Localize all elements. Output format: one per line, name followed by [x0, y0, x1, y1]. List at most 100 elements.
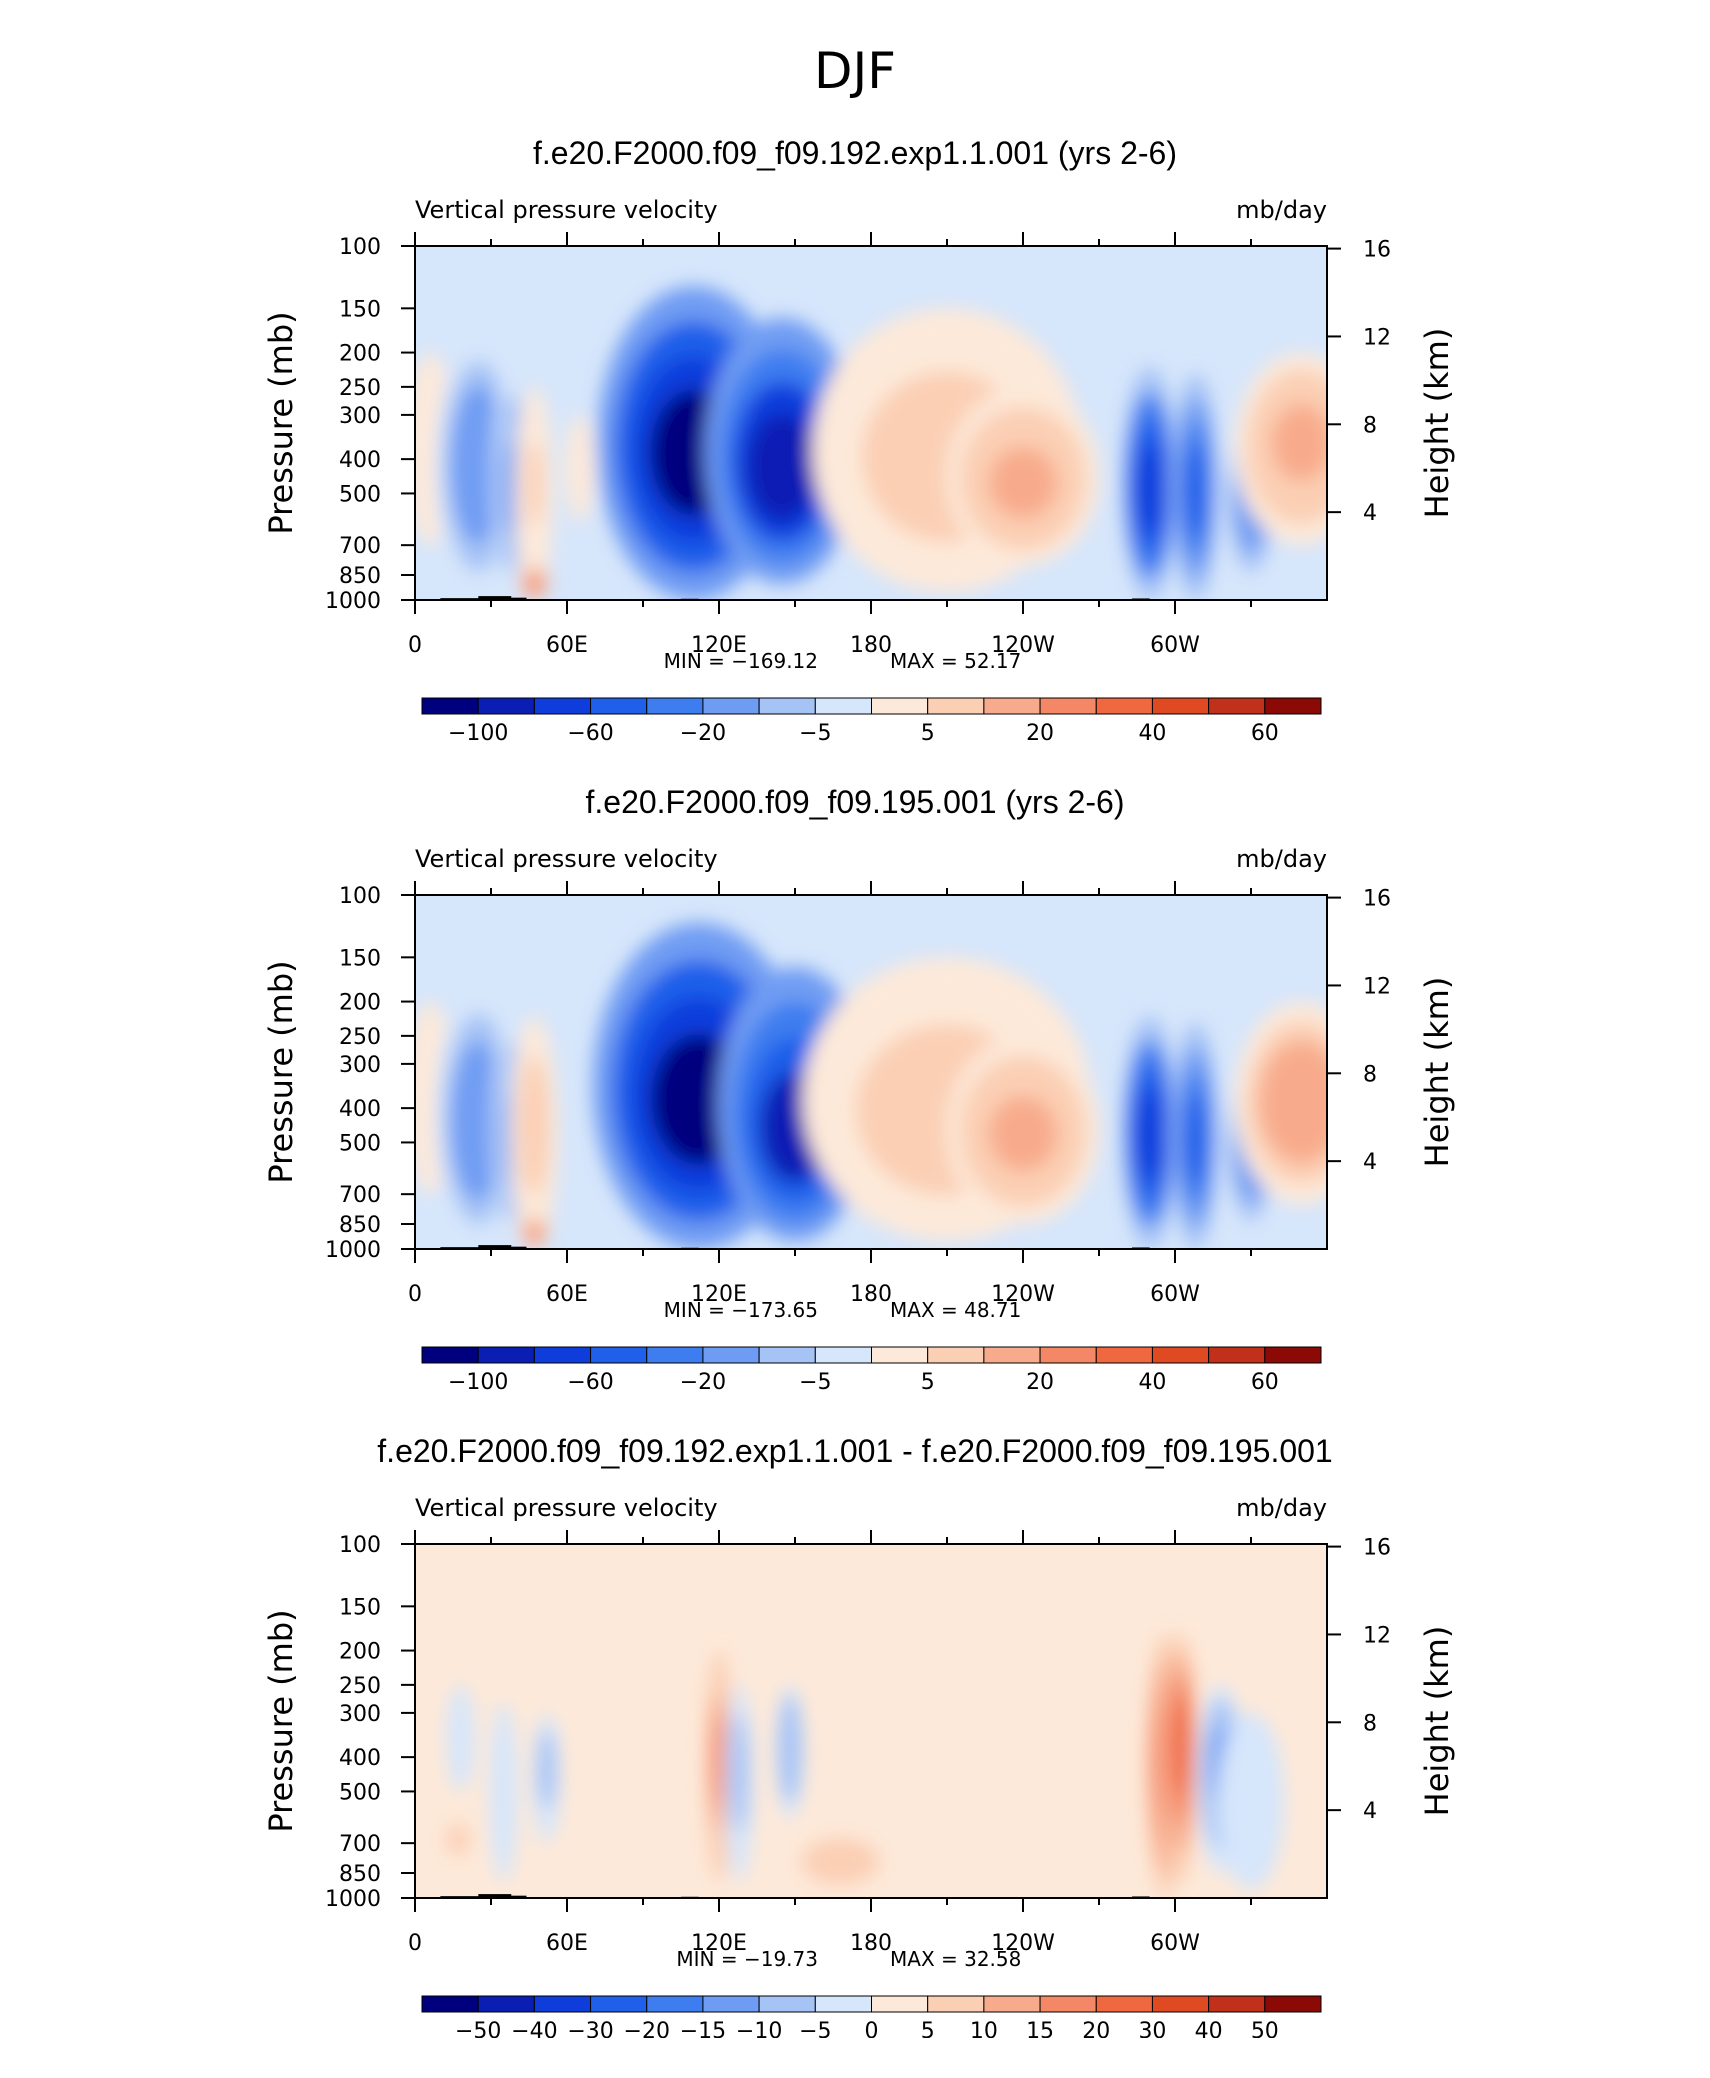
colorbar-swatch [983, 1995, 1041, 2013]
min-label: MIN = −19.73 [676, 1947, 818, 1971]
y-tick-label: 100 [339, 884, 381, 909]
contour-level [712, 1714, 726, 1807]
field-group [415, 286, 1327, 600]
colorbar-swatch [758, 697, 816, 715]
colorbar-label: −20 [624, 2019, 670, 2038]
variable-label: Vertical pressure velocity [415, 196, 718, 224]
colorbar-label: −5 [799, 2019, 831, 2038]
y-tick-label: 850 [339, 564, 381, 589]
y-right-axis-title: Height (km) [1418, 328, 1456, 519]
colorbar-label: −5 [799, 1370, 831, 1395]
panel-title: f.e20.F2000.f09_f09.192.exp1.1.001 (yrs … [533, 135, 1177, 171]
chart-svg: f.e20.F2000.f09_f09.192.exp1.1.001 - f.e… [262, 1433, 1456, 2038]
topography-mask [478, 596, 512, 600]
x-tick-label: 60W [1150, 1282, 1200, 1307]
contour-level [454, 1715, 468, 1759]
colorbar-swatch [646, 1346, 704, 1364]
colorbar-swatch [1151, 697, 1210, 715]
y-right-tick-label: 4 [1363, 501, 1377, 526]
x-tick-label: 120W [991, 633, 1055, 658]
topography-mask [506, 1246, 527, 1249]
y-tick-label: 250 [339, 376, 381, 401]
x-tick-label: 0 [408, 1282, 422, 1307]
colorbar-swatch [1264, 1995, 1322, 2013]
colorbar-swatch [1208, 1995, 1266, 2013]
contour-level [540, 1739, 554, 1792]
max-label: MAX = 48.71 [890, 1298, 1021, 1322]
colorbar-swatch [533, 1346, 592, 1364]
units-label: mb/day [1236, 196, 1327, 224]
min-label: MIN = −169.12 [664, 649, 818, 673]
contour-level [451, 1831, 465, 1848]
colorbar-swatch [983, 697, 1041, 715]
y-tick-label: 250 [339, 1674, 381, 1699]
colorbar-label: 40 [1195, 2019, 1223, 2038]
panel-title: f.e20.F2000.f09_f09.192.exp1.1.001 - f.e… [377, 1433, 1332, 1469]
x-tick-label: 180 [850, 1931, 892, 1956]
colorbar-label: 60 [1251, 721, 1279, 746]
x-tick-label: 120E [691, 1931, 747, 1956]
field-group [415, 923, 1327, 1249]
y-tick-label: 150 [339, 946, 381, 971]
y-right-tick-label: 16 [1363, 238, 1391, 263]
contour-level [783, 1715, 797, 1770]
x-tick-label: 0 [408, 633, 422, 658]
y-tick-label: 400 [339, 448, 381, 473]
y-right-tick-label: 8 [1363, 1062, 1377, 1087]
variable-label: Vertical pressure velocity [415, 1494, 718, 1522]
colorbar-label: −40 [511, 2019, 557, 2038]
colorbar-swatch [1151, 1346, 1210, 1364]
colorbar-swatch [1095, 697, 1153, 715]
chart-svg: f.e20.F2000.f09_f09.195.001 (yrs 2-6) Ver… [262, 784, 1456, 1395]
y-tick-label: 1000 [325, 1887, 381, 1912]
y-tick-label: 200 [339, 1640, 381, 1665]
colorbar-label: −20 [680, 1370, 726, 1395]
y-tick-label: 500 [339, 1131, 381, 1156]
y-tick-label: 300 [339, 404, 381, 429]
colorbar-swatch [702, 1995, 760, 2013]
chart-panel-3: f.e20.F2000.f09_f09.192.exp1.1.001 - f.e… [0, 1428, 1710, 2078]
colorbar-label: −60 [567, 1370, 613, 1395]
colorbar-swatch [590, 1995, 648, 2013]
colorbar-swatch [477, 1346, 535, 1364]
colorbar-swatch [421, 1346, 479, 1364]
x-tick-label: 120E [691, 633, 747, 658]
chart-svg: f.e20.F2000.f09_f09.192.exp1.1.001 (yrs … [262, 135, 1456, 746]
colorbar-swatch [533, 1995, 592, 2013]
colorbar-label: −50 [455, 2019, 501, 2038]
colorbar-label: 60 [1251, 1370, 1279, 1395]
y-right-tick-label: 12 [1363, 1623, 1391, 1648]
y-right-axis-title: Height (km) [1418, 1626, 1456, 1817]
x-tick-label: 0 [408, 1931, 422, 1956]
colorbar-label: 15 [1026, 2019, 1054, 2038]
colorbar-label: 5 [921, 2019, 935, 2038]
colorbar-swatch [814, 1995, 872, 2013]
x-tick-label: 60E [546, 1931, 588, 1956]
y-tick-label: 700 [339, 534, 381, 559]
colorbar-label: 20 [1026, 721, 1054, 746]
colorbar-swatch [1095, 1995, 1153, 2013]
field-group [443, 1634, 1285, 1898]
colorbar-swatch [1208, 697, 1266, 715]
colorbar-swatch [1039, 1346, 1097, 1364]
colorbar-swatch [927, 1346, 985, 1364]
chart-panel-2: f.e20.F2000.f09_f09.195.001 (yrs 2-6) Ver… [0, 779, 1710, 1429]
contour-level [988, 1096, 1058, 1172]
colorbar-swatch [927, 1995, 985, 2013]
units-label: mb/day [1236, 1494, 1327, 1522]
colorbar-label: −15 [680, 2019, 726, 2038]
plot-area [415, 1544, 1327, 1898]
y-tick-label: 300 [339, 1053, 381, 1078]
contour-level [525, 441, 543, 527]
max-label: MAX = 32.58 [890, 1947, 1021, 1971]
y-axis-title: Pressure (mb) [262, 960, 300, 1183]
y-tick-label: 100 [339, 1533, 381, 1558]
y-axis-title: Pressure (mb) [262, 1609, 300, 1832]
colorbar-swatch [758, 1346, 816, 1364]
contour-level [732, 1728, 746, 1807]
x-tick-label: 180 [850, 633, 892, 658]
y-right-tick-label: 12 [1363, 974, 1391, 999]
x-tick-label: 120W [991, 1931, 1055, 1956]
colorbar-label: −100 [448, 1370, 508, 1395]
colorbar-swatch [646, 1995, 704, 2013]
